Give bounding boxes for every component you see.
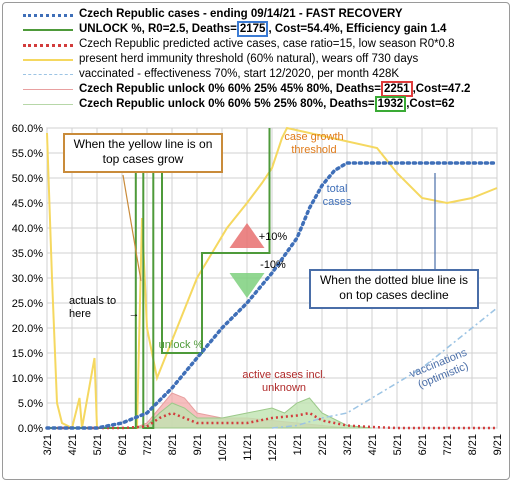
legend-swatch-predicted xyxy=(23,44,73,47)
legend-label-total-cases: Czech Republic cases - ending 09/14/21 -… xyxy=(79,8,403,20)
up-arrow-plus10 xyxy=(229,223,265,248)
legend-label-herd: present herd immunity threshold (60% nat… xyxy=(79,53,419,65)
case-growth-label: case growth threshold xyxy=(284,131,344,156)
legend: Czech Republic cases - ending 09/14/21 -… xyxy=(23,7,503,112)
x-tick-label: 5/21 xyxy=(392,434,404,455)
legend-row-vaccinated: vaccinated - effectiveness 70%, start 12… xyxy=(23,67,503,82)
chart-frame: 0.0% 5.0% 10.0% 15.0% 20.0% 25.0% 30.0% 35.0% 40… xyxy=(2,2,510,480)
x-tick-label: 2/21 xyxy=(317,434,329,455)
x-tick-label: 7/21 xyxy=(142,434,154,455)
legend-alt1-text: Czech Republic unlock 0% 60% 25% 45% 80%… xyxy=(79,83,381,95)
legend-label-vaccinated: vaccinated - effectiveness 70%, start 12… xyxy=(79,68,400,80)
x-tick-label: 11/21 xyxy=(242,434,254,461)
x-tick-label: 9/21 xyxy=(492,434,504,455)
y-tick-label: 30.0% xyxy=(12,273,43,285)
y-tick-label: 40.0% xyxy=(12,223,43,235)
legend-unlock-text: UNLOCK %, R0=2.5, Deaths= xyxy=(79,23,237,35)
x-tick-label: 12/21 xyxy=(267,434,279,462)
x-tick-label: 10/21 xyxy=(217,434,229,462)
actuals-arrow: → xyxy=(128,308,140,320)
legend-label-alt2: Czech Republic unlock 0% 60% 5% 25% 80%,… xyxy=(79,96,455,112)
y-tick-label: 55.0% xyxy=(12,148,43,160)
legend-swatch-unlock xyxy=(23,29,73,31)
y-tick-label: 60.0% xyxy=(12,123,43,135)
legend-label-alt1: Czech Republic unlock 0% 60% 25% 45% 80%… xyxy=(79,81,471,97)
y-tick-label: 10.0% xyxy=(12,373,43,385)
y-tick-label: 5.0% xyxy=(18,398,43,410)
x-tick-label: 8/21 xyxy=(167,434,179,455)
legend-swatch-herd xyxy=(23,59,73,61)
legend-row-unlock: UNLOCK %, R0=2.5, Deaths= 2175, Cost=54.4… xyxy=(23,21,503,37)
y-tick-label: 0.0% xyxy=(18,423,43,435)
active-cases-label: active cases incl. unknown xyxy=(242,369,326,394)
x-tick-label: 7/21 xyxy=(442,434,454,455)
legend-unlock-cost: , Cost=54.4%, Efficiency gain 1.4 xyxy=(268,23,447,35)
legend-swatch-alt2 xyxy=(23,104,73,105)
blue-line-callout: When the dotted blue line is on top case… xyxy=(309,269,479,309)
y-tick-label: 45.0% xyxy=(12,198,43,210)
plus10-label: +10% xyxy=(258,231,288,243)
series-vaccinated xyxy=(271,307,498,429)
x-tick-label: 5/21 xyxy=(92,434,104,455)
legend-swatch-total-cases xyxy=(23,14,73,17)
total-cases-label: total cases xyxy=(322,183,352,208)
legend-unlock-deaths: 2175 xyxy=(236,21,269,37)
y-tick-label: 25.0% xyxy=(12,298,43,310)
unlock-label: unlock % xyxy=(158,339,204,351)
y-tick-label: 15.0% xyxy=(12,348,43,360)
x-tick-label: 3/21 xyxy=(42,434,54,455)
actuals-label: actuals to here xyxy=(69,295,117,320)
legend-alt2-deaths: 1932 xyxy=(374,96,407,112)
x-tick-label: 6/21 xyxy=(117,434,129,455)
x-tick-label: 4/21 xyxy=(67,434,79,455)
x-tick-label: 6/21 xyxy=(417,434,429,455)
x-tick-label: 1/21 xyxy=(292,434,304,455)
yellow-callout-pointer xyxy=(122,174,142,282)
legend-row-alt1: Czech Republic unlock 0% 60% 25% 45% 80%… xyxy=(23,81,503,97)
x-tick-label: 3/21 xyxy=(342,434,354,455)
minus10-label: -10% xyxy=(260,259,286,271)
legend-label-unlock: UNLOCK %, R0=2.5, Deaths= 2175, Cost=54.4… xyxy=(79,21,447,37)
legend-label-predicted: Czech Republic predicted active cases, c… xyxy=(79,38,455,50)
legend-row-alt2: Czech Republic unlock 0% 60% 5% 25% 80%,… xyxy=(23,96,503,112)
legend-row-total-cases: Czech Republic cases - ending 09/14/21 -… xyxy=(23,7,503,22)
yellow-line-callout: When the yellow line is on top cases gro… xyxy=(63,133,223,173)
down-arrow-minus10 xyxy=(229,273,265,298)
y-tick-label: 35.0% xyxy=(12,248,43,260)
series-total-cases xyxy=(45,161,499,430)
x-tick-label: 9/21 xyxy=(192,434,204,455)
legend-alt1-deaths: 2251 xyxy=(381,81,413,97)
series-predicted-active xyxy=(47,411,497,430)
legend-row-predicted: Czech Republic predicted active cases, c… xyxy=(23,37,503,52)
x-tick-label: 8/21 xyxy=(467,434,479,455)
x-tick-label: 4/21 xyxy=(367,434,379,455)
legend-alt2-cost: ,Cost=62 xyxy=(406,98,455,110)
y-tick-label: 50.0% xyxy=(12,173,43,185)
legend-alt2-text: Czech Republic unlock 0% 60% 5% 25% 80%,… xyxy=(79,98,375,110)
series-herd-threshold xyxy=(46,126,498,430)
y-tick-label: 20.0% xyxy=(12,323,43,335)
legend-swatch-vaccinated xyxy=(23,74,73,75)
legend-swatch-alt1 xyxy=(23,89,73,90)
legend-alt1-cost: ,Cost=47.2 xyxy=(412,83,471,95)
legend-row-herd: present herd immunity threshold (60% nat… xyxy=(23,52,503,67)
